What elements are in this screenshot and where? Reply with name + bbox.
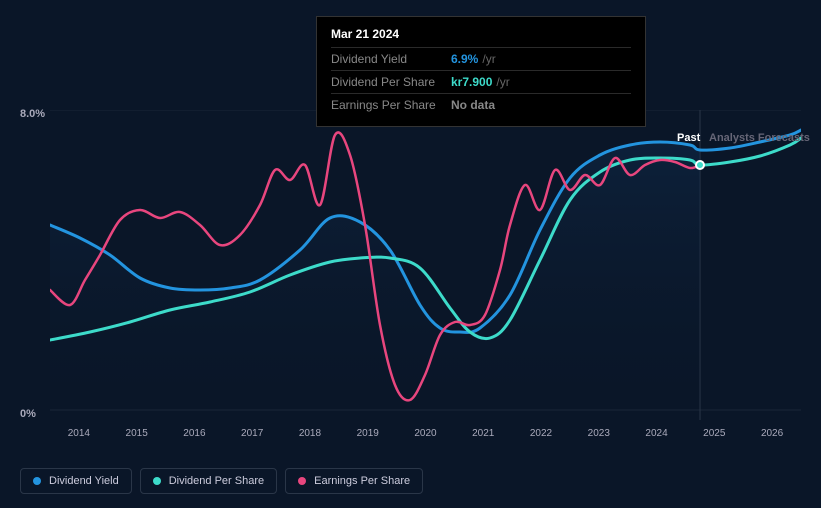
- tooltip-label: Dividend Yield: [331, 52, 451, 66]
- x-axis-tick: 2020: [397, 428, 455, 448]
- x-axis-tick: 2026: [743, 428, 801, 448]
- section-label: Past: [677, 132, 700, 144]
- tooltip-unit: /yr: [482, 52, 495, 66]
- x-axis-tick: 2018: [281, 428, 339, 448]
- legend-dot: [33, 477, 41, 485]
- tooltip-row: Earnings Per ShareNo data: [331, 93, 631, 116]
- x-axis-tick: 2016: [166, 428, 224, 448]
- x-axis-tick: 2023: [570, 428, 628, 448]
- tooltip-value: 6.9%: [451, 52, 478, 66]
- x-axis-tick: 2025: [685, 428, 743, 448]
- chart-tooltip: Mar 21 2024 Dividend Yield6.9%/yrDividen…: [316, 16, 646, 127]
- legend-label: Earnings Per Share: [314, 475, 410, 487]
- y-axis-label: 0%: [20, 408, 36, 420]
- x-axis: 2014201520162017201820192020202120222023…: [50, 428, 801, 448]
- tooltip-value: kr7.900: [451, 75, 492, 89]
- legend-dot: [153, 477, 161, 485]
- tooltip-date: Mar 21 2024: [331, 27, 631, 41]
- x-axis-tick: 2015: [108, 428, 166, 448]
- legend-item[interactable]: Earnings Per Share: [285, 468, 423, 494]
- legend-label: Dividend Per Share: [169, 475, 264, 487]
- x-axis-tick: 2021: [454, 428, 512, 448]
- tooltip-row: Dividend Per Sharekr7.900/yr: [331, 70, 631, 93]
- tooltip-unit: /yr: [496, 75, 509, 89]
- x-axis-tick: 2014: [50, 428, 108, 448]
- y-axis-label: 8.0%: [20, 108, 45, 120]
- tooltip-label: Dividend Per Share: [331, 75, 451, 89]
- legend-item[interactable]: Dividend Yield: [20, 468, 132, 494]
- x-axis-tick: 2019: [339, 428, 397, 448]
- x-axis-tick: 2017: [223, 428, 281, 448]
- legend: Dividend Yield Dividend Per Share Earnings…: [20, 468, 423, 494]
- x-axis-tick: 2022: [512, 428, 570, 448]
- current-marker: [695, 160, 705, 170]
- tooltip-value: No data: [451, 98, 495, 112]
- chart-plot: [50, 110, 801, 420]
- tooltip-label: Earnings Per Share: [331, 98, 451, 112]
- tooltip-row: Dividend Yield6.9% /yr: [331, 47, 631, 70]
- section-label: Analysts Forecasts: [709, 132, 810, 144]
- legend-item[interactable]: Dividend Per Share: [140, 468, 277, 494]
- x-axis-tick: 2024: [628, 428, 686, 448]
- legend-dot: [298, 477, 306, 485]
- legend-label: Dividend Yield: [49, 475, 119, 487]
